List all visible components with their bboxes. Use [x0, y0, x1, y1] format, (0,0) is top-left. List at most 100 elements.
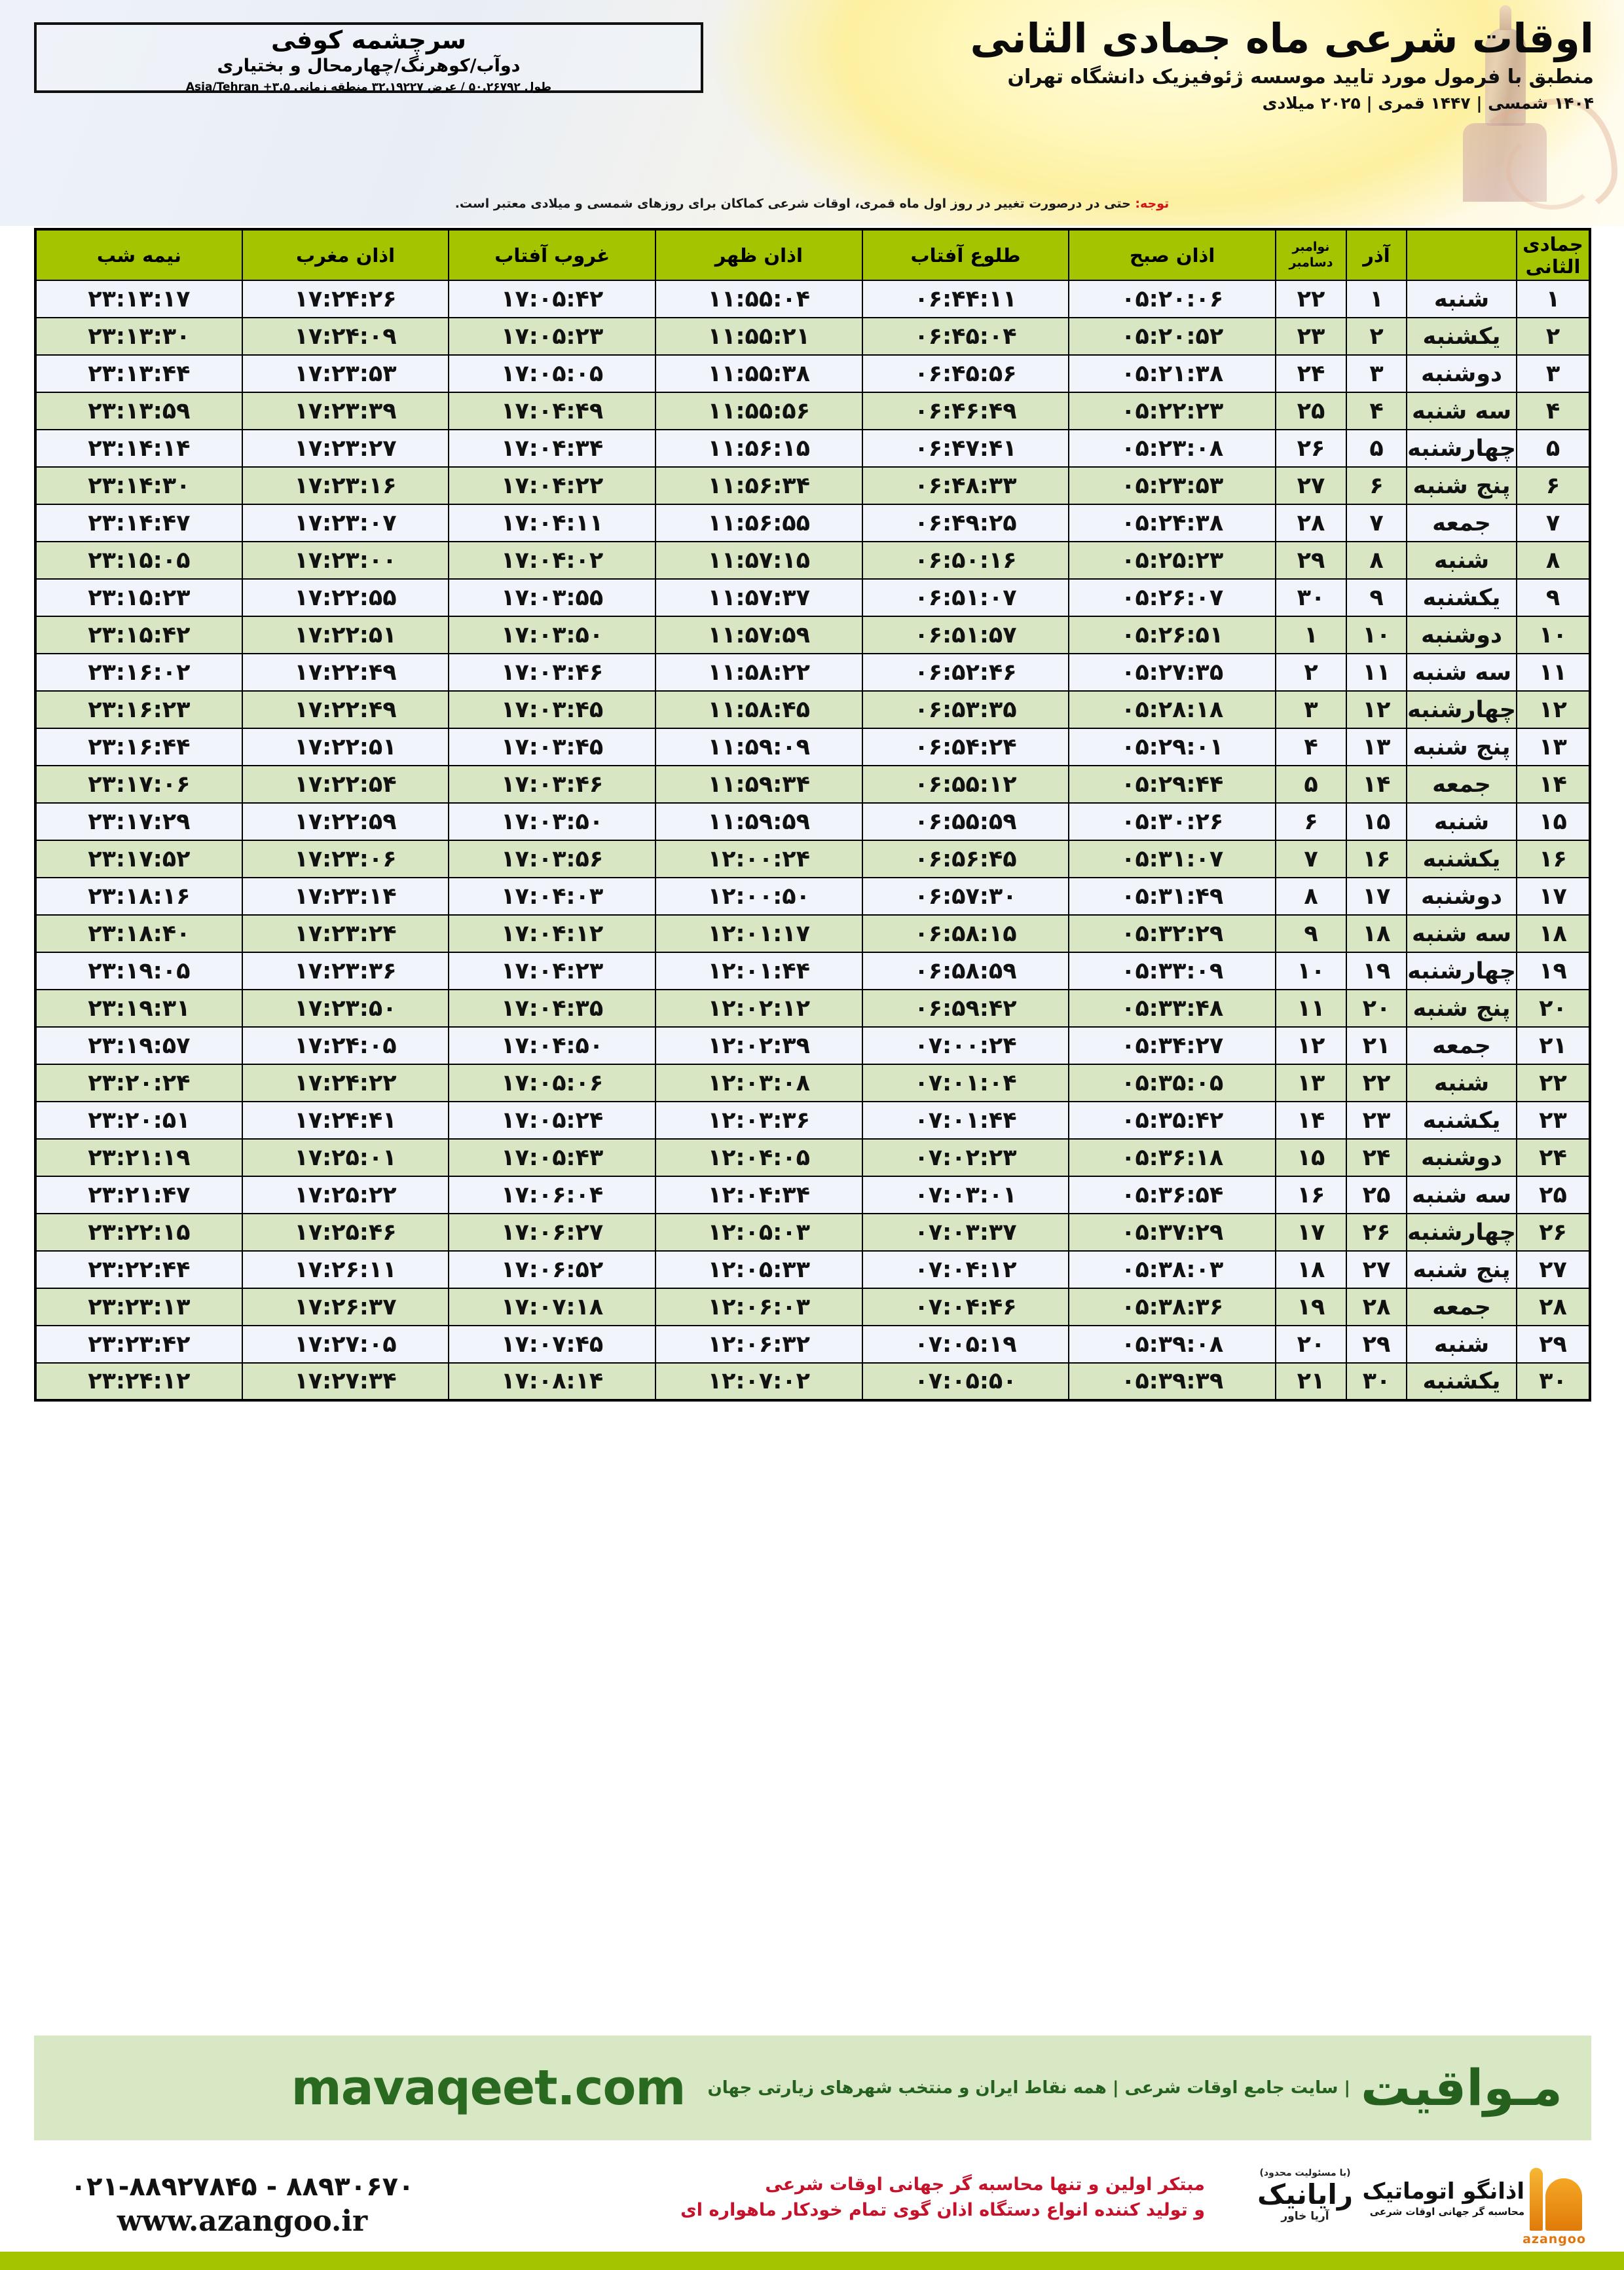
- cell-dayname: یکشنبه: [1406, 317, 1517, 356]
- cell-fajr: ۰۵:۳۴:۲۷: [1068, 1026, 1276, 1065]
- cell-sunset: ۱۷:۰۳:۴۵: [448, 728, 657, 766]
- cell-sunrise: ۰۶:۵۱:۰۷: [861, 578, 1070, 617]
- cell-jamadi: ۶: [1516, 466, 1591, 505]
- cell-midnight: ۲۳:۲۴:۱۲: [35, 1362, 243, 1401]
- table-row: ۲۷ پنج شنبه ۲۷ ۱۸ ۰۵:۳۸:۰۳ ۰۷:۰۴:۱۲ ۱۲:۰۵:۳۳ ۱۷…: [35, 1250, 1591, 1289]
- cell-azar: ۱: [1346, 280, 1407, 318]
- footer-green-bar: [0, 2252, 1624, 2270]
- cell-gregorian: ۳۰: [1275, 578, 1347, 617]
- cell-jamadi: ۳: [1516, 354, 1591, 393]
- cell-maghrib: ۱۷:۲۲:۵۹: [241, 802, 450, 841]
- location-region: دوآب/کوهرنگ/چهارمحال و بختیاری: [217, 55, 521, 76]
- cell-fajr: ۰۵:۲۳:۵۳: [1068, 466, 1276, 505]
- rayaneek-logo: (با مسئولیت محدود) رایانیک آریا خاور: [1230, 2168, 1380, 2240]
- cell-azar: ۲۹: [1346, 1325, 1407, 1364]
- cell-fajr: ۰۵:۳۹:۰۸: [1068, 1325, 1276, 1364]
- cell-azar: ۱۲: [1346, 690, 1407, 729]
- cell-azar: ۵: [1346, 429, 1407, 468]
- cell-dhuhr: ۱۱:۵۷:۳۷: [655, 578, 863, 617]
- cell-gregorian: ۷: [1275, 840, 1347, 878]
- cell-jamadi: ۲۰: [1516, 989, 1591, 1028]
- cell-dhuhr: ۱۲:۰۰:۲۴: [655, 840, 863, 878]
- cell-sunrise: ۰۶:۵۱:۵۷: [861, 616, 1070, 654]
- cell-fajr: ۰۵:۲۳:۰۸: [1068, 429, 1276, 468]
- cell-dhuhr: ۱۱:۵۵:۳۸: [655, 354, 863, 393]
- slogan-line-2: و تولید کننده انواع دستگاه اذان گوی تمام…: [680, 2200, 1205, 2221]
- table-row: ۱۴ جمعه ۱۴ ۵ ۰۵:۲۹:۴۴ ۰۶:۵۵:۱۲ ۱۱:۵۹:۳۴ ۱۷:۰۳:۴…: [35, 765, 1591, 804]
- location-name: سرچشمه کوفی: [270, 26, 467, 54]
- cell-gregorian: ۱۹: [1275, 1288, 1347, 1326]
- note-text: حتی در درصورت تغییر در روز اول ماه قمری،…: [454, 196, 1131, 211]
- cell-midnight: ۲۳:۲۲:۱۵: [35, 1213, 243, 1252]
- cell-midnight: ۲۳:۱۹:۰۵: [35, 952, 243, 990]
- cell-maghrib: ۱۷:۲۴:۲۶: [241, 280, 450, 318]
- table-row: ۲۱ جمعه ۲۱ ۱۲ ۰۵:۳۴:۲۷ ۰۷:۰۰:۲۴ ۱۲:۰۲:۳۹ ۱۷:۰۴:…: [35, 1026, 1591, 1065]
- cell-jamadi: ۲۵: [1516, 1176, 1591, 1214]
- cell-gregorian: ۵: [1275, 765, 1347, 804]
- cell-dhuhr: ۱۱:۵۵:۵۶: [655, 392, 863, 430]
- cell-dhuhr: ۱۲:۰۵:۳۳: [655, 1250, 863, 1289]
- cell-jamadi: ۱۷: [1516, 877, 1591, 916]
- col-header-gregorian: نوامبر دسامبر: [1275, 229, 1347, 281]
- col-header-fajr: اذان صبح: [1068, 229, 1276, 281]
- table-row: ۲۴ دوشنبه ۲۴ ۱۵ ۰۵:۳۶:۱۸ ۰۷:۰۲:۲۳ ۱۲:۰۴:۰۵ ۱۷:۰…: [35, 1138, 1591, 1177]
- cell-jamadi: ۲۶: [1516, 1213, 1591, 1252]
- cell-fajr: ۰۵:۳۶:۵۴: [1068, 1176, 1276, 1214]
- cell-azar: ۸: [1346, 541, 1407, 580]
- cell-fajr: ۰۵:۳۷:۲۹: [1068, 1213, 1276, 1252]
- cell-maghrib: ۱۷:۲۵:۴۶: [241, 1213, 450, 1252]
- cell-dayname: دوشنبه: [1406, 616, 1517, 654]
- cell-midnight: ۲۳:۱۵:۲۳: [35, 578, 243, 617]
- col-header-azar: آذر: [1346, 229, 1407, 281]
- cell-maghrib: ۱۷:۲۴:۰۵: [241, 1026, 450, 1065]
- cell-dhuhr: ۱۱:۵۶:۵۵: [655, 504, 863, 542]
- cell-gregorian: ۲۷: [1275, 466, 1347, 505]
- contact-phone[interactable]: ۰۲۱-۸۸۹۲۷۸۴۵ - ۸۸۹۳۰۶۷۰: [70, 2172, 415, 2202]
- cell-dhuhr: ۱۲:۰۳:۰۸: [655, 1064, 863, 1102]
- cell-dhuhr: ۱۱:۵۹:۵۹: [655, 802, 863, 841]
- cell-jamadi: ۱۲: [1516, 690, 1591, 729]
- cell-midnight: ۲۳:۲۰:۲۴: [35, 1064, 243, 1102]
- mavaqeet-domain[interactable]: mavaqeet.com: [291, 2060, 686, 2116]
- cell-dayname: پنج شنبه: [1406, 989, 1517, 1028]
- cell-maghrib: ۱۷:۲۳:۲۷: [241, 429, 450, 468]
- cell-maghrib: ۱۷:۲۲:۵۱: [241, 728, 450, 766]
- cell-azar: ۷: [1346, 504, 1407, 542]
- cell-sunrise: ۰۷:۰۲:۲۳: [861, 1138, 1070, 1177]
- cell-jamadi: ۲۹: [1516, 1325, 1591, 1364]
- cell-dayname: جمعه: [1406, 1026, 1517, 1065]
- cell-gregorian: ۲۰: [1275, 1325, 1347, 1364]
- cell-sunset: ۱۷:۰۳:۴۵: [448, 690, 657, 729]
- cell-azar: ۱۸: [1346, 914, 1407, 953]
- cell-dhuhr: ۱۲:۰۶:۰۳: [655, 1288, 863, 1326]
- cell-jamadi: ۱۴: [1516, 765, 1591, 804]
- cell-azar: ۶: [1346, 466, 1407, 505]
- cell-sunset: ۱۷:۰۶:۲۷: [448, 1213, 657, 1252]
- mosque-icon: [1527, 2168, 1582, 2231]
- cell-maghrib: ۱۷:۲۳:۰۶: [241, 840, 450, 878]
- cell-sunrise: ۰۶:۴۸:۳۳: [861, 466, 1070, 505]
- table-body: ۱ شنبه ۱ ۲۲ ۰۵:۲۰:۰۶ ۰۶:۴۴:۱۱ ۱۱:۵۵:۰۴ ۱۷:۰۵:۴۲…: [35, 280, 1591, 1401]
- cell-azar: ۱۰: [1346, 616, 1407, 654]
- cell-jamadi: ۱۰: [1516, 616, 1591, 654]
- table-row: ۱۹ چهارشنبه ۱۹ ۱۰ ۰۵:۳۳:۰۹ ۰۶:۵۸:۵۹ ۱۲:۰۱:۴۴ ۱۷…: [35, 952, 1591, 990]
- table-row: ۲۳ یکشنبه ۲۳ ۱۴ ۰۵:۳۵:۴۲ ۰۷:۰۱:۴۴ ۱۲:۰۳:۳۶ ۱۷:۰…: [35, 1101, 1591, 1140]
- cell-gregorian: ۱۶: [1275, 1176, 1347, 1214]
- cell-maghrib: ۱۷:۲۲:۵۱: [241, 616, 450, 654]
- cell-gregorian: ۶: [1275, 802, 1347, 841]
- cell-fajr: ۰۵:۳۶:۱۸: [1068, 1138, 1276, 1177]
- table-row: ۴ سه شنبه ۴ ۲۵ ۰۵:۲۲:۲۳ ۰۶:۴۶:۴۹ ۱۱:۵۵:۵۶ ۱۷:۰۴…: [35, 392, 1591, 430]
- cell-maghrib: ۱۷:۲۳:۵۳: [241, 354, 450, 393]
- cell-sunset: ۱۷:۰۵:۴۲: [448, 280, 657, 318]
- gregorian-month-top: نوامبر: [1292, 239, 1330, 254]
- cell-gregorian: ۱۲: [1275, 1026, 1347, 1065]
- cell-gregorian: ۱۳: [1275, 1064, 1347, 1102]
- cell-fajr: ۰۵:۲۶:۰۷: [1068, 578, 1276, 617]
- contact-website[interactable]: www.azangoo.ir: [117, 2205, 368, 2238]
- cell-dayname: یکشنبه: [1406, 1101, 1517, 1140]
- cell-sunset: ۱۷:۰۴:۳۵: [448, 989, 657, 1028]
- cell-maghrib: ۱۷:۲۷:۳۴: [241, 1362, 450, 1401]
- cell-fajr: ۰۵:۲۲:۲۳: [1068, 392, 1276, 430]
- cell-gregorian: ۱۴: [1275, 1101, 1347, 1140]
- cell-maghrib: ۱۷:۲۶:۱۱: [241, 1250, 450, 1289]
